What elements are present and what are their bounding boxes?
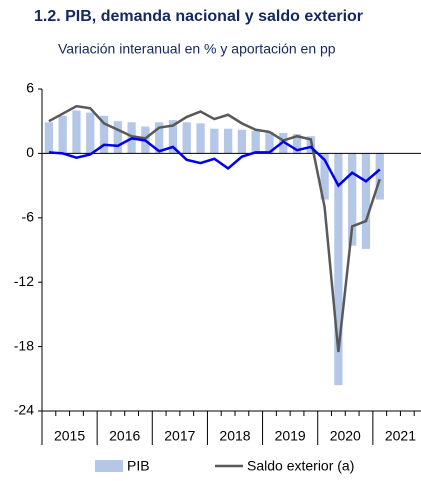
y-tick-label: -6 bbox=[22, 209, 35, 225]
y-tick-label: -18 bbox=[14, 337, 34, 353]
x-tick-label: 2018 bbox=[219, 428, 250, 444]
bar bbox=[210, 128, 219, 154]
bar bbox=[155, 122, 164, 154]
bar bbox=[168, 120, 178, 154]
bar bbox=[182, 122, 191, 154]
legend-swatch bbox=[95, 460, 123, 472]
bar bbox=[113, 121, 122, 154]
x-tick-label: 2016 bbox=[109, 428, 140, 444]
y-tick-label: 0 bbox=[26, 144, 34, 160]
y-tick-label: 6 bbox=[26, 80, 34, 96]
bar bbox=[348, 153, 357, 246]
bar bbox=[251, 130, 260, 154]
x-tick-label: 2021 bbox=[385, 428, 416, 444]
bar bbox=[292, 134, 302, 154]
bar bbox=[72, 110, 81, 154]
chart-subtitle: Variación interanual en % y aportación e… bbox=[58, 41, 336, 57]
bar bbox=[320, 153, 329, 200]
bar bbox=[223, 128, 233, 154]
bar bbox=[237, 129, 247, 154]
bar bbox=[334, 153, 343, 386]
y-tick-label: -24 bbox=[14, 402, 34, 418]
line bbox=[48, 104, 381, 353]
bar bbox=[265, 131, 274, 154]
y-tick-label: -12 bbox=[14, 273, 34, 289]
bar bbox=[58, 115, 67, 154]
chart-title: 1.2. PIB, demanda nacional y saldo exter… bbox=[34, 8, 363, 25]
bar bbox=[279, 133, 288, 154]
legend-label: Saldo exterior (a) bbox=[247, 458, 354, 474]
x-tick-label: 2017 bbox=[164, 428, 195, 444]
x-tick-label: 2019 bbox=[275, 428, 306, 444]
line bbox=[48, 137, 381, 188]
bar bbox=[86, 112, 95, 154]
x-tick-label: 2015 bbox=[54, 428, 85, 444]
bar bbox=[361, 153, 371, 249]
bar bbox=[99, 115, 109, 154]
bar bbox=[44, 122, 54, 154]
x-tick-label: 2020 bbox=[330, 428, 361, 444]
bar bbox=[375, 153, 384, 200]
legend-label: PIB bbox=[127, 458, 150, 474]
bar bbox=[196, 123, 205, 154]
